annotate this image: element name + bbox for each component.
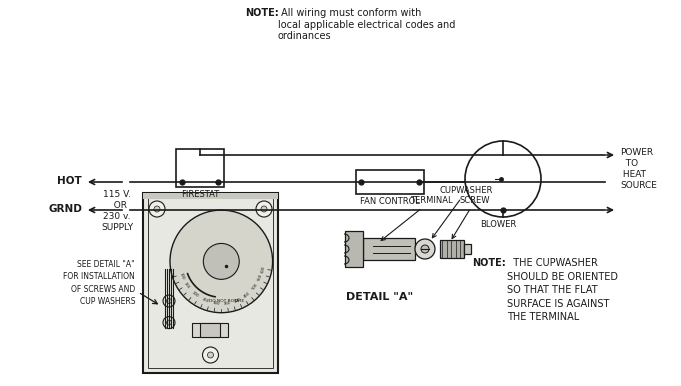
Text: SCREW: SCREW bbox=[452, 196, 490, 239]
Bar bbox=[363, 238, 415, 260]
Text: 350: 350 bbox=[223, 301, 231, 306]
Text: All wiring must conform with
local applicable electrical codes and
ordinances: All wiring must conform with local appli… bbox=[278, 8, 456, 41]
Text: NOTE:: NOTE: bbox=[472, 258, 506, 268]
Bar bbox=[192, 323, 228, 337]
Bar bbox=[176, 149, 224, 187]
Text: 400: 400 bbox=[234, 297, 242, 304]
Text: BLOWER: BLOWER bbox=[480, 220, 516, 229]
Text: FAN CONTROL: FAN CONTROL bbox=[360, 197, 420, 206]
Text: CUPWASHER: CUPWASHER bbox=[432, 186, 493, 238]
Text: 150: 150 bbox=[183, 281, 191, 290]
Bar bbox=[440, 240, 464, 258]
Circle shape bbox=[202, 347, 219, 363]
Circle shape bbox=[163, 295, 175, 307]
Circle shape bbox=[465, 141, 541, 217]
Circle shape bbox=[204, 244, 239, 279]
Text: 500: 500 bbox=[251, 283, 259, 291]
Text: THE CUPWASHER
SHOULD BE ORIENTED
SO THAT THE FLAT
SURFACE IS AGAINST
THE TERMINA: THE CUPWASHER SHOULD BE ORIENTED SO THAT… bbox=[507, 258, 618, 322]
Circle shape bbox=[170, 210, 272, 313]
Text: 115 V.
  OR
230 v.
SUPPLY: 115 V. OR 230 v. SUPPLY bbox=[101, 190, 133, 232]
Text: 550: 550 bbox=[257, 273, 264, 281]
Bar bbox=[200, 323, 220, 337]
Bar bbox=[356, 170, 424, 194]
Circle shape bbox=[166, 298, 172, 303]
Text: 100: 100 bbox=[178, 272, 185, 280]
Text: 450: 450 bbox=[243, 291, 251, 299]
Circle shape bbox=[421, 245, 429, 253]
Text: 600: 600 bbox=[260, 265, 266, 273]
Bar bbox=[143, 193, 278, 373]
Text: 200: 200 bbox=[191, 291, 200, 299]
Text: GRND: GRND bbox=[48, 204, 82, 214]
Bar bbox=[464, 244, 471, 254]
Circle shape bbox=[149, 201, 165, 217]
Bar bbox=[148, 198, 273, 368]
Circle shape bbox=[208, 352, 214, 358]
Bar bbox=[143, 193, 278, 199]
Text: DO NOT ROTATE: DO NOT ROTATE bbox=[208, 299, 244, 303]
Text: POWER
  TO
 HEAT
SOURCE: POWER TO HEAT SOURCE bbox=[620, 148, 657, 190]
Circle shape bbox=[261, 206, 267, 212]
Circle shape bbox=[163, 317, 175, 328]
Text: 300: 300 bbox=[212, 301, 220, 306]
Circle shape bbox=[154, 206, 160, 212]
Text: FIRESTAT: FIRESTAT bbox=[181, 190, 219, 199]
Text: HOT: HOT bbox=[57, 176, 82, 186]
Circle shape bbox=[166, 320, 172, 325]
Text: NOTE:: NOTE: bbox=[245, 8, 279, 18]
Text: 250: 250 bbox=[202, 297, 210, 304]
Text: TERMINAL: TERMINAL bbox=[381, 196, 453, 240]
Circle shape bbox=[415, 239, 435, 259]
Text: DETAIL "A": DETAIL "A" bbox=[347, 292, 413, 302]
Text: SEE DETAIL "A"
FOR INSTALLATION
OF SCREWS AND
CUP WASHERS: SEE DETAIL "A" FOR INSTALLATION OF SCREW… bbox=[63, 260, 135, 306]
Circle shape bbox=[256, 201, 272, 217]
Bar bbox=[345, 231, 363, 267]
